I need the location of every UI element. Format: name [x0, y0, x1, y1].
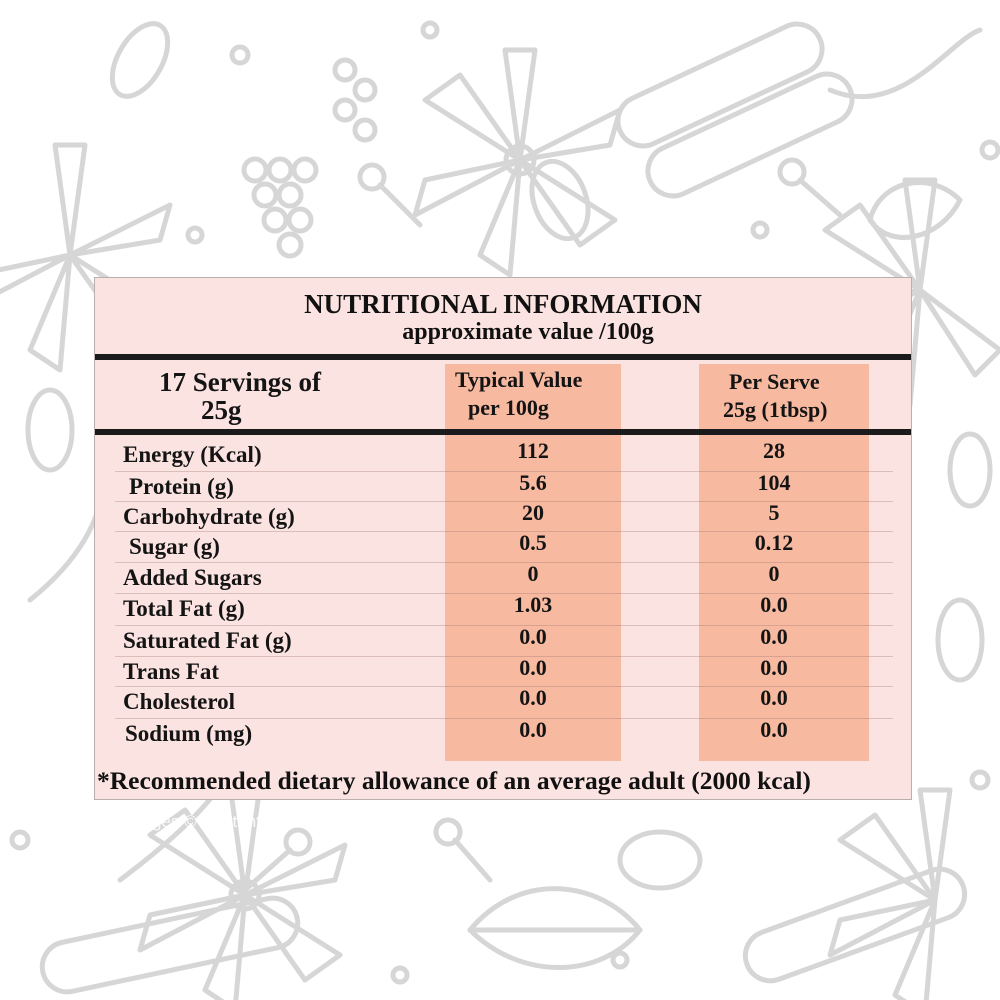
per-serve-cell: 0.0: [760, 655, 788, 680]
nutrient-label: Cholesterol: [123, 689, 236, 714]
typical-value-cell: 0.0: [519, 655, 547, 680]
row-divider: [115, 718, 893, 719]
per-serve-cell: 0.12: [754, 530, 794, 555]
row-divider: [115, 562, 893, 563]
per-serve-cell: 0.0: [760, 717, 788, 742]
typical-value-cell: 0: [527, 561, 539, 586]
nutrient-label: Added Sugars: [123, 565, 262, 590]
nutrient-label: Protein (g): [129, 474, 234, 499]
cardamom-pod-icon: [25, 21, 993, 891]
per-serve-cell: 0: [768, 561, 780, 586]
leaf-icon: [467, 180, 963, 970]
row-divider: [115, 686, 893, 687]
watermark-text: All Images © Contents: [100, 812, 270, 831]
row-divider: [115, 656, 893, 657]
typical-value-cell: 5.6: [519, 470, 547, 495]
pepper-cluster-icon: [241, 57, 378, 259]
typical-value-cell: 1.03: [513, 592, 553, 617]
column-header-rule: [95, 429, 911, 435]
typical-value-heading-line1: Typical Value: [455, 367, 583, 392]
footnote: *Recommended dietary allowance of an ave…: [97, 766, 811, 795]
clove-icon: [242, 157, 843, 893]
typical-value-heading-line2: per 100g: [468, 395, 549, 420]
servings-label-line1: 17 Servings of: [159, 367, 321, 397]
row-divider: [115, 471, 893, 472]
nutrition-panel: NUTRITIONAL INFORMATION approximate valu…: [94, 277, 912, 800]
per-serve-cell: 28: [763, 438, 785, 463]
nutrient-label: Sugar (g): [129, 534, 220, 559]
star-anise-icon: [827, 787, 953, 1000]
dot-icon: [9, 20, 1000, 985]
per-serve-cell: 5: [768, 500, 780, 525]
typical-value-cell: 0.5: [519, 530, 547, 555]
nutrient-label: Saturated Fat (g): [123, 628, 292, 653]
cinnamon-stick-icon: [39, 866, 968, 995]
per-serve-cell: 0.0: [760, 624, 788, 649]
typical-value-cell: 20: [522, 500, 544, 525]
nutrient-label: Energy (Kcal): [123, 442, 262, 467]
typical-value-cell: 0.0: [519, 685, 547, 710]
header-rule: [95, 354, 911, 360]
row-divider: [115, 625, 893, 626]
star-anise-icon: [412, 47, 623, 278]
servings-label-line2: 25g: [201, 395, 242, 425]
typical-value-cell: 0.0: [519, 624, 547, 649]
cinnamon-stick-icon: [615, 21, 855, 199]
nutrient-label: Total Fat (g): [123, 596, 245, 621]
per-serve-heading-line2: 25g (1tbsp): [723, 397, 828, 422]
nutrient-label: Sodium (mg): [125, 721, 253, 746]
nutrient-label: Carbohydrate (g): [123, 504, 295, 529]
per-serve-cell: 0.0: [760, 592, 788, 617]
per-serve-heading-line1: Per Serve: [729, 369, 820, 394]
typical-value-cell: 112: [517, 438, 549, 463]
typical-value-cell: 0.0: [519, 717, 547, 742]
nutrient-label: Trans Fat: [123, 659, 220, 684]
panel-title: NUTRITIONAL INFORMATION: [304, 289, 702, 319]
row-divider: [115, 531, 893, 532]
panel-subtitle: approximate value /100g: [402, 319, 654, 345]
row-divider: [115, 593, 893, 594]
per-serve-cell: 104: [757, 470, 791, 495]
per-serve-cell: 0.0: [760, 685, 788, 710]
row-divider: [115, 501, 893, 502]
